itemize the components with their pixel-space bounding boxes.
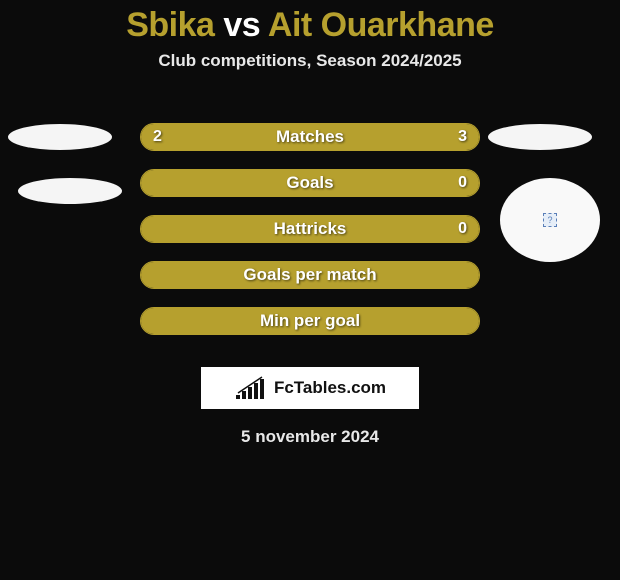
page-title: Sbika vs Ait Ouarkhane bbox=[0, 0, 620, 45]
stat-label: Matches bbox=[141, 124, 479, 150]
title-left: Sbika bbox=[126, 6, 214, 44]
footer-date: 5 november 2024 bbox=[0, 427, 620, 447]
avatar-right-top bbox=[488, 124, 592, 150]
stat-row: Min per goal bbox=[140, 307, 480, 335]
stats-area: ? 23Matches 0Goals 0Hattricks Goals per mat… bbox=[0, 99, 620, 349]
avatar-left-top bbox=[8, 124, 112, 150]
stat-row: 0Hattricks bbox=[140, 215, 480, 243]
stat-label: Goals per match bbox=[141, 262, 479, 288]
avatar-right-circle: ? bbox=[500, 178, 600, 262]
subtitle: Club competitions, Season 2024/2025 bbox=[0, 51, 620, 71]
title-right: Ait Ouarkhane bbox=[268, 6, 494, 44]
avatar-left-bottom bbox=[18, 178, 122, 204]
brand-text: FcTables.com bbox=[274, 378, 386, 398]
stat-row: 23Matches bbox=[140, 123, 480, 151]
stat-row: Goals per match bbox=[140, 261, 480, 289]
stat-label: Hattricks bbox=[141, 216, 479, 242]
stat-label: Min per goal bbox=[141, 308, 479, 334]
brand-chart-icon bbox=[234, 375, 268, 401]
title-vs: vs bbox=[223, 6, 260, 44]
brand-badge: FcTables.com bbox=[201, 367, 419, 409]
stat-row: 0Goals bbox=[140, 169, 480, 197]
stat-label: Goals bbox=[141, 170, 479, 196]
placeholder-icon: ? bbox=[543, 213, 557, 227]
